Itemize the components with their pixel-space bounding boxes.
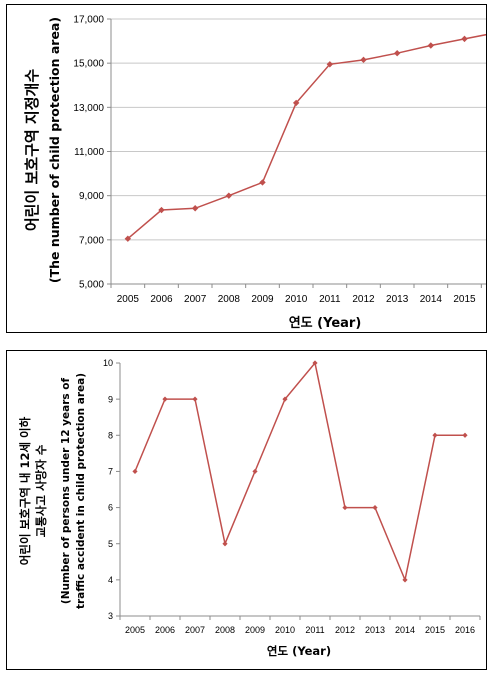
x-tick-label: 2005	[125, 625, 145, 635]
x-tick-label: 2009	[251, 294, 274, 305]
data-point	[432, 432, 438, 438]
x-tick-label: 2010	[275, 625, 295, 635]
y-tick-label: 8	[108, 430, 113, 440]
data-point	[312, 360, 318, 366]
chart-top-svg: 5,000 7,000 9,000 11,000 13,000 15,000 17,000 2…	[23, 15, 486, 331]
x-tick-label: 2012	[335, 625, 355, 635]
y-tick-label: 7	[108, 467, 113, 477]
series-group	[124, 33, 486, 242]
data-point	[225, 192, 233, 199]
x-tick-label: 2015	[425, 625, 445, 635]
data-point	[132, 468, 138, 475]
y-tick-label: 17,000	[73, 15, 104, 26]
data-point	[461, 35, 468, 43]
y-tick-label: 3	[108, 611, 113, 621]
data-point	[342, 504, 348, 511]
x-tick-label: 2014	[395, 625, 415, 635]
x-tick-label: 2005	[117, 294, 140, 305]
data-point	[162, 396, 168, 402]
x-tick-label: 2010	[285, 294, 308, 305]
data-point	[372, 504, 378, 511]
x-tick-label: 2015	[453, 294, 476, 305]
x-tick-label: 2012	[352, 294, 375, 305]
data-point	[402, 577, 408, 583]
data-point	[252, 468, 258, 475]
y-tick-label: 6	[108, 503, 113, 513]
y-tick-label: 9,000	[79, 191, 104, 202]
data-point	[124, 235, 132, 242]
data-point	[192, 396, 198, 402]
series-line	[134, 361, 465, 583]
x-tick-label: 2008	[218, 294, 241, 305]
x-tick-label: 2013	[365, 625, 385, 635]
data-point	[326, 61, 334, 68]
y-axis-title-line1: 어린이 보호구역 내 12세 이하	[18, 416, 32, 565]
data-point	[158, 206, 165, 214]
x-axis-title: 연도 (Year)	[289, 316, 362, 331]
data-point	[360, 56, 367, 64]
x-tick-label: 2011	[319, 294, 341, 305]
chart-panel-bottom: 3 4 5 6 7 8 9 10 2005 2006 2007 2008 2009 2010 2011 201…	[6, 350, 487, 670]
chart-panel-top: 5,000 7,000 9,000 11,000 13,000 15,000 17,000 2…	[6, 4, 487, 333]
y-axis-title-en-line1: (Number of persons under 12 years of	[60, 377, 72, 604]
x-tick-label: 2009	[245, 625, 265, 635]
data-point	[222, 541, 228, 547]
data-point	[393, 50, 401, 57]
x-tick-label: 2007	[185, 625, 205, 635]
y-tick-label: 5	[108, 539, 113, 549]
y-axis-title-line2: 교통사고 사망자 수	[34, 444, 48, 537]
x-tick-label: 2011	[305, 625, 324, 635]
data-point	[462, 432, 468, 438]
y-tick-label: 10	[103, 358, 113, 368]
x-tick-label: 2014	[420, 294, 443, 305]
x-tick-label: 2013	[386, 294, 409, 305]
y-tick-label: 7,000	[79, 235, 104, 246]
y-tick-label: 4	[108, 575, 113, 585]
y-axis-title-en-line2: traffic accident in child protection are…	[75, 373, 87, 609]
y-axis-title: 어린이 보호구역 지정개수	[23, 69, 41, 231]
y-tick-label: 15,000	[73, 59, 104, 70]
chart-bottom-svg: 3 4 5 6 7 8 9 10 2005 2006 2007 2008 2009 2010 2011 201…	[18, 358, 481, 658]
data-point	[292, 99, 300, 107]
data-point	[427, 42, 435, 49]
x-tick-label: 2006	[155, 625, 175, 635]
y-tick-label: 11,000	[74, 147, 104, 158]
series-group	[132, 360, 468, 583]
x-tick-label: 2006	[150, 294, 173, 305]
y-axis-title-en: (The number of child protection area)	[47, 17, 62, 283]
x-axis-title: 연도 (Year)	[267, 644, 331, 658]
data-point	[191, 205, 199, 212]
y-tick-label: 9	[108, 394, 113, 404]
y-tick-label: 13,000	[73, 103, 104, 114]
data-point	[259, 179, 266, 186]
x-tick-label: 2007	[184, 294, 207, 305]
series-line	[127, 33, 486, 240]
x-tick-label: 2008	[215, 625, 235, 635]
y-tick-label: 5,000	[79, 280, 104, 291]
x-tick-label: 2016	[455, 625, 475, 635]
